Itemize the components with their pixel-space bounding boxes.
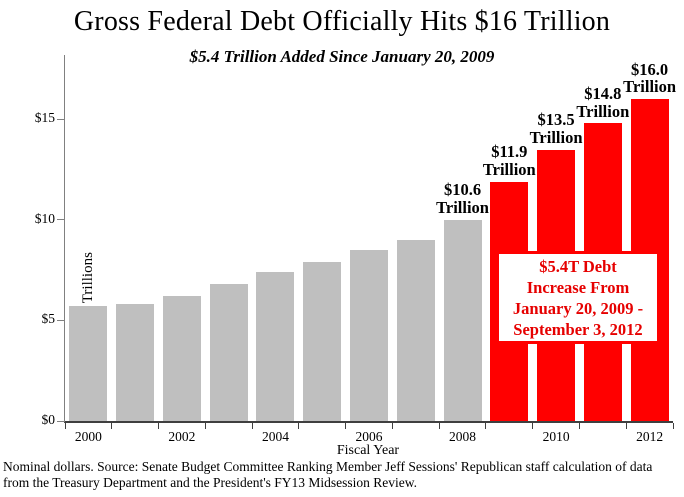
x-tick-mark: [672, 423, 674, 429]
x-tick-mark: [298, 423, 300, 429]
x-tick-mark: [111, 423, 113, 429]
y-tick-label-15: $15: [34, 110, 55, 126]
annotation-line-1: $5.4T Debt: [539, 256, 617, 276]
x-tick-mark: [204, 423, 206, 429]
bar-2001: [116, 304, 155, 421]
bar-2008: [443, 219, 482, 421]
x-tick-mark: [391, 423, 393, 429]
x-tick-mark: [625, 423, 627, 429]
y-tick-label-5: $5: [41, 311, 56, 327]
y-tick-label-10: $10: [34, 210, 55, 226]
bar-2004: [256, 272, 295, 421]
x-tick-label-2012: 2012: [636, 429, 664, 444]
x-axis-title: Fiscal Year: [336, 443, 400, 458]
x-tick-mark: [251, 423, 253, 429]
bar-value-label-2009: $11.9 Trillion: [482, 142, 536, 179]
x-tick-label-2006: 2006: [355, 429, 383, 444]
annotation-box: $5.4T Debt Increase From January 20, 200…: [496, 251, 660, 344]
annotation-line-4: September 3, 2012: [513, 319, 643, 339]
bar-2007: [396, 240, 435, 421]
annotation-line-3: January 20, 2009 -: [512, 298, 644, 318]
bar-value-label-2012: $16.0 Trillion: [623, 59, 677, 97]
source-note: Nominal dollars. Source: Senate Budget C…: [3, 459, 653, 491]
x-tick-label-2008: 2008: [449, 429, 477, 444]
x-tick-mark: [532, 423, 534, 429]
x-tick-mark: [345, 423, 347, 429]
chart-subtitle: $5.4 Trillion Added Since January 20, 20…: [189, 47, 495, 66]
bar-2006: [350, 250, 388, 421]
plot-area: $, Trillions $10.6 Trillion $11.9 Trillio…: [35, 55, 676, 444]
bar-2000: [69, 306, 108, 421]
bar-value-label-2011: $14.8 Trillion: [576, 83, 630, 121]
x-tick-mark: [158, 423, 160, 429]
x-tick-mark: [438, 423, 440, 429]
x-tick-label-2010: 2010: [542, 429, 570, 444]
y-tick-mark: [57, 118, 65, 120]
bar-value-label-2008: $10.6 Trillion: [436, 180, 489, 218]
bar-2003: [209, 284, 248, 421]
chart-title: Gross Federal Debt Officially Hits $16 T…: [73, 6, 611, 37]
x-tick-label-2000: 2000: [74, 429, 102, 444]
bar-2005: [303, 262, 342, 421]
annotation-line-2: Increase From: [526, 277, 630, 297]
y-tick-mark: [57, 420, 65, 422]
x-tick-mark: [64, 423, 66, 429]
x-tick-mark: [485, 423, 487, 429]
bar-2002: [162, 296, 201, 421]
x-tick-label-2004: 2004: [261, 429, 289, 444]
y-tick-mark: [57, 319, 65, 321]
x-tick-mark: [578, 423, 580, 429]
y-tick-mark: [57, 219, 65, 221]
x-tick-label-2002: 2002: [168, 429, 196, 444]
y-tick-label-0: $0: [41, 412, 56, 427]
bar-value-label-2010: $13.5 Trillion: [529, 109, 583, 147]
